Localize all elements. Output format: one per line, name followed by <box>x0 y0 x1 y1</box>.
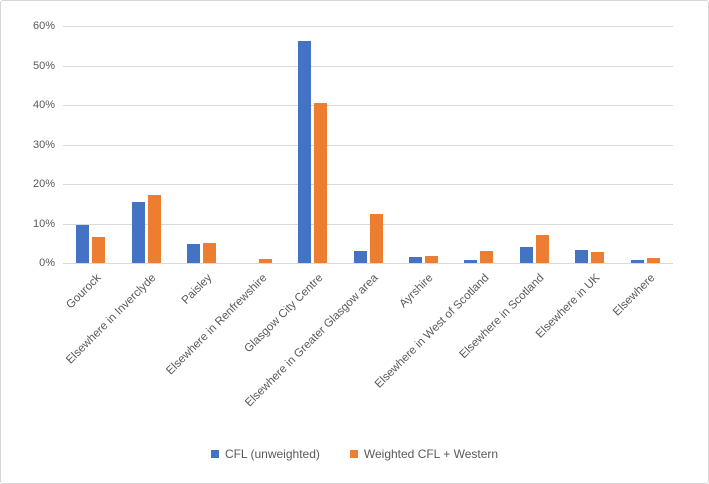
bar-weighted-cfl-western-elsewhere-in-uk <box>591 251 605 263</box>
bar-cfl-unweighted--ayrshire <box>408 257 422 263</box>
y-tick-label-30: 30% <box>32 138 55 151</box>
bar-cfl-unweighted--elsewhere <box>630 260 644 263</box>
bar-weighted-cfl-western-paisley <box>203 243 217 263</box>
gridline-0 <box>63 263 673 264</box>
bar-cfl-unweighted--elsewhere-in-inverclyde <box>131 201 145 263</box>
y-tick-label-50: 50% <box>32 59 55 72</box>
gridline-20 <box>63 184 673 185</box>
gridline-60 <box>63 26 673 27</box>
gridline-30 <box>63 144 673 146</box>
legend: CFL (unweighted) Weighted CFL + Western <box>1 447 708 461</box>
y-tick-label-0: 0% <box>39 257 55 269</box>
bar-weighted-cfl-western-elsewhere-in-west-of-scotland <box>480 250 494 263</box>
y-tick-label-40: 40% <box>32 99 55 111</box>
plot-area <box>63 26 673 264</box>
bar-weighted-cfl-western-glasgow-city-centre <box>314 103 328 263</box>
bar-weighted-cfl-western-elsewhere-in-renfrewshire <box>258 259 272 263</box>
bar-weighted-cfl-western-gourock <box>92 236 106 263</box>
bar-cfl-unweighted--glasgow-city-centre <box>298 41 312 263</box>
bar-weighted-cfl-western-elsewhere-in-scotland <box>535 234 549 263</box>
legend-item-cfl-unweighted-: CFL (unweighted) <box>210 447 320 461</box>
gridline-50 <box>63 65 673 67</box>
bar-cfl-unweighted--gourock <box>76 225 90 263</box>
legend-swatch-icon <box>349 450 358 458</box>
legend-item-weighted-cfl-western: Weighted CFL + Western <box>349 447 499 461</box>
bar-weighted-cfl-western-elsewhere-in-inverclyde <box>147 194 161 263</box>
bar-cfl-unweighted--paisley <box>187 244 201 263</box>
legend-label: Weighted CFL + Western <box>363 447 499 461</box>
y-tick-label-10: 10% <box>32 217 55 230</box>
bar-cfl-unweighted--elsewhere-in-west-of-scotland <box>464 259 478 263</box>
gridline-40 <box>63 105 673 106</box>
bar-cfl-unweighted--elsewhere-in-greater-glasgow-area <box>353 250 367 263</box>
legend-label: CFL (unweighted) <box>224 447 320 461</box>
y-tick-label-20: 20% <box>32 178 55 190</box>
gridline-10 <box>63 223 673 225</box>
bar-cfl-unweighted--elsewhere-in-scotland <box>519 247 533 263</box>
bar-weighted-cfl-western-ayrshire <box>424 255 438 263</box>
bar-weighted-cfl-western-elsewhere-in-greater-glasgow-area <box>369 213 383 263</box>
bar-weighted-cfl-western-elsewhere <box>646 257 660 263</box>
legend-swatch-icon <box>210 450 219 458</box>
bar-cfl-unweighted--elsewhere-in-uk <box>575 250 589 263</box>
y-tick-label-60: 60% <box>32 20 55 32</box>
